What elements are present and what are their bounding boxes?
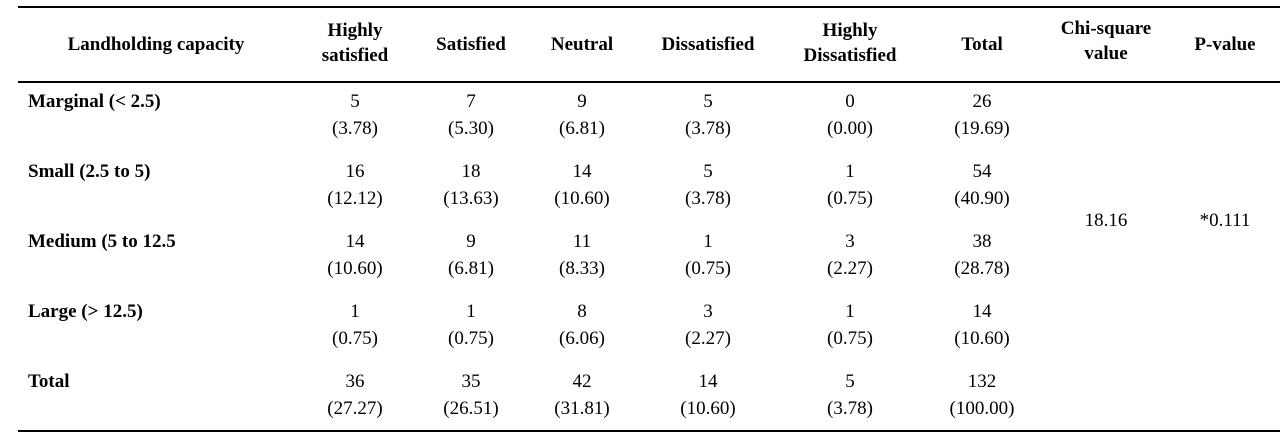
table-cell: 42 (31.81) <box>554 371 610 419</box>
table-cell: 8 (6.06) <box>559 301 605 349</box>
table-cell: 5 (3.78) <box>685 91 731 139</box>
header-p-value: P-value <box>1194 34 1256 55</box>
table-cell: 7 (5.30) <box>448 91 494 139</box>
table-cell: 26 (19.69) <box>954 91 1010 139</box>
table-cell: 36 (27.27) <box>327 371 383 419</box>
table-cell: 38 (28.78) <box>954 231 1010 279</box>
table-cell: 1 (0.75) <box>448 301 494 349</box>
row-label-small: Small (2.5 to 5) <box>28 161 151 182</box>
table-cell: 1 (0.75) <box>685 231 731 279</box>
row-label-medium: Medium (5 to 12.5 <box>28 231 176 252</box>
table-cell: 5 (3.78) <box>827 371 873 419</box>
row-label-marginal: Marginal (< 2.5) <box>28 91 161 112</box>
header-total: Total <box>961 34 1003 55</box>
header-dissatisfied: Dissatisfied <box>661 34 755 55</box>
table-cell: 14 (10.60) <box>554 161 610 209</box>
top-rule <box>18 6 1280 8</box>
row-label-large: Large (> 12.5) <box>28 301 143 322</box>
header-rule <box>18 81 1280 83</box>
table-cell: 3 (2.27) <box>827 231 873 279</box>
table-cell: 9 (6.81) <box>448 231 494 279</box>
table-cell: 9 (6.81) <box>559 91 605 139</box>
header-landholding: Landholding capacity <box>67 34 245 55</box>
table-cell: 16 (12.12) <box>327 161 383 209</box>
p-value: *0.111 <box>1199 210 1251 231</box>
table-cell: 14 (10.60) <box>680 371 736 419</box>
table-cell: 5 (3.78) <box>332 91 378 139</box>
table-cell: 14 (10.60) <box>954 301 1010 349</box>
table-cell: 132 (100.00) <box>949 371 1015 419</box>
table-cell: 35 (26.51) <box>443 371 499 419</box>
header-neutral: Neutral <box>550 34 614 55</box>
bottom-rule <box>18 430 1280 432</box>
chi-square-value: 18.16 <box>1084 210 1128 231</box>
table-cell: 0 (0.00) <box>827 91 873 139</box>
header-highly-satisfied: Highly satisfied <box>321 20 389 66</box>
header-satisfied: Satisfied <box>436 34 506 55</box>
table-cell: 14 (10.60) <box>327 231 383 279</box>
table-cell: 5 (3.78) <box>685 161 731 209</box>
table-cell: 54 (40.90) <box>954 161 1010 209</box>
header-highly-dissatisfied: Highly Dissatisfied <box>803 20 897 66</box>
table-cell: 3 (2.27) <box>685 301 731 349</box>
header-chi-square: Chi-square value <box>1060 18 1152 64</box>
table-cell: 1 (0.75) <box>827 301 873 349</box>
table-cell: 1 (0.75) <box>827 161 873 209</box>
row-label-total: Total <box>28 371 70 392</box>
table-cell: 11 (8.33) <box>559 231 605 279</box>
table-cell: 18 (13.63) <box>443 161 499 209</box>
table-cell: 1 (0.75) <box>332 301 378 349</box>
